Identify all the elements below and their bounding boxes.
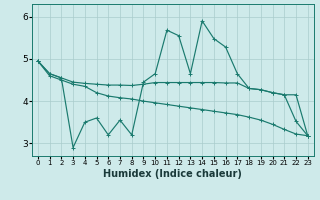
X-axis label: Humidex (Indice chaleur): Humidex (Indice chaleur) [103,169,242,179]
